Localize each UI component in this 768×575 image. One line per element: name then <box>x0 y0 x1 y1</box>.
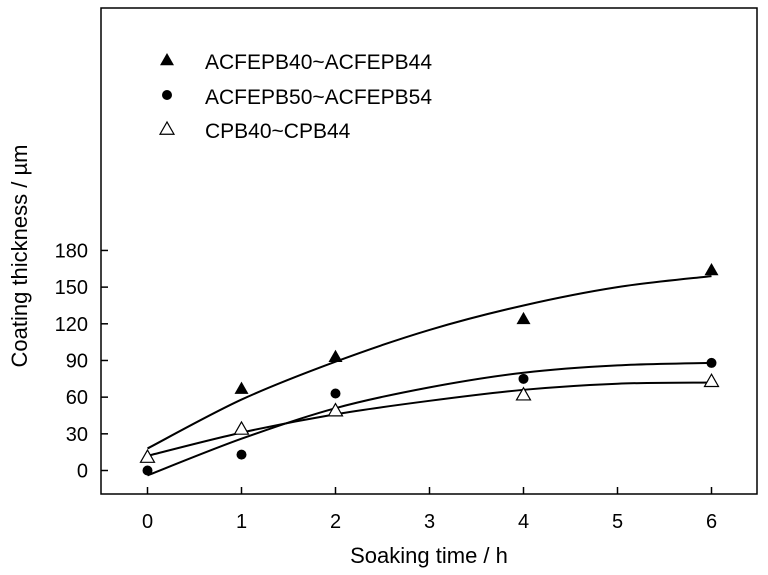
data-point-series-2 <box>236 449 247 460</box>
x-tick-label: 5 <box>612 511 623 533</box>
data-point-series-3 <box>139 448 156 463</box>
y-tick-label: 60 <box>66 387 88 409</box>
x-tick-label: 3 <box>424 511 435 533</box>
data-point-series-3 <box>233 420 250 435</box>
data-point-series-1 <box>516 311 531 325</box>
data-point-series-2 <box>142 465 153 476</box>
legend-marker-series-2 <box>162 90 172 100</box>
data-point-series-2 <box>518 373 529 384</box>
data-point-series-1 <box>704 263 719 276</box>
data-point-series-3 <box>703 373 720 388</box>
data-point-series-1 <box>328 349 343 363</box>
legend-label-series-1: ACFEPB40~ACFEPB44 <box>205 51 432 74</box>
x-tick-label: 2 <box>330 511 341 533</box>
y-tick-label: 0 <box>77 461 88 483</box>
legend-marker-series-3 <box>158 120 176 135</box>
y-tick-label: 90 <box>66 350 88 372</box>
x-tick-label: 4 <box>518 511 529 533</box>
data-point-series-2 <box>706 357 717 368</box>
fit-curve-series-2 <box>147 361 712 477</box>
data-point-series-1 <box>234 381 249 394</box>
fit-curve-series-1 <box>147 275 712 450</box>
x-tick-label: 6 <box>706 511 717 533</box>
y-tick-label: 180 <box>55 240 88 262</box>
x-axis-title: Soaking time / h <box>350 543 508 568</box>
legend-marker-series-1 <box>160 53 174 66</box>
fit-curve-series-3 <box>147 381 712 457</box>
data-point-series-2 <box>330 388 341 399</box>
legend-label-series-2: ACFEPB50~ACFEPB54 <box>205 86 432 109</box>
y-tick-label: 120 <box>55 314 88 336</box>
legend-label-series-3: CPB40~CPB44 <box>205 120 351 143</box>
data-point-series-3 <box>327 402 344 417</box>
y-tick-label: 150 <box>55 277 88 299</box>
y-tick-label: 30 <box>66 424 88 446</box>
x-tick-label: 1 <box>236 511 247 533</box>
x-tick-label: 0 <box>142 511 153 533</box>
data-point-series-3 <box>515 386 532 401</box>
y-axis-title: Coating thickness / µm <box>7 145 32 368</box>
